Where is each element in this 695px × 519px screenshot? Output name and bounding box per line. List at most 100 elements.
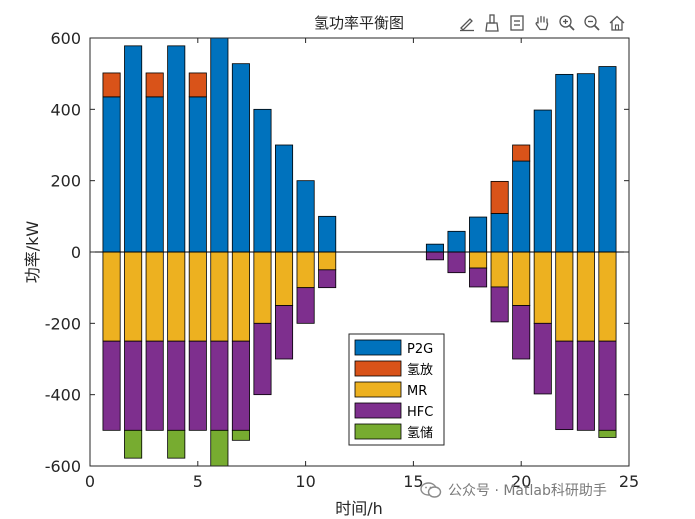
bar-2-8 [253, 251, 272, 324]
y-tick-label: -600 [45, 457, 81, 476]
bar-3-1 [102, 340, 121, 431]
bar-0-9 [275, 144, 294, 253]
legend-swatch [354, 423, 402, 440]
legend-label: HFC [407, 405, 433, 420]
bar-2-19 [490, 251, 509, 288]
legend: P2G 氢放 MR HFC 氢储 [348, 333, 445, 446]
bar-3-20 [512, 305, 531, 360]
legend-label: 氢储 [407, 426, 433, 441]
bar-1-20 [512, 144, 531, 162]
bar-0-3 [145, 96, 164, 253]
bar-3-6 [210, 340, 229, 431]
bar-2-11 [318, 251, 337, 271]
bar-3-19 [490, 286, 509, 323]
watermark: 公众号 · Matlab科研助手 [420, 480, 607, 500]
bar-0-23 [576, 73, 595, 253]
bar-0-1 [102, 96, 121, 253]
bar-0-18 [469, 216, 488, 253]
x-tick-label: 20 [511, 472, 531, 491]
bar-3-21 [533, 322, 552, 395]
y-tick-label: 400 [50, 100, 81, 119]
figure-toolbar [456, 12, 628, 34]
bar-0-21 [533, 109, 552, 253]
bar-2-23 [576, 251, 595, 342]
bars-group [102, 37, 617, 467]
x-tick-label: 10 [295, 472, 315, 491]
pan-hand-icon[interactable] [531, 12, 553, 34]
bar-0-17 [447, 230, 466, 253]
y-axis-title: 功率/kW [23, 221, 42, 284]
legend-label: 氢放 [407, 363, 433, 378]
bar-3-22 [555, 340, 574, 431]
zoom-out-icon[interactable] [581, 12, 603, 34]
bar-3-18 [469, 267, 488, 288]
bar-3-9 [275, 305, 294, 360]
bar-0-7 [231, 63, 250, 253]
x-axis-title: 时间/h [335, 499, 383, 518]
bar-2-3 [145, 251, 164, 342]
y-tick-label: -200 [45, 314, 81, 333]
bar-0-4 [167, 45, 186, 253]
bar-3-17 [447, 251, 466, 274]
data-tips-icon[interactable] [506, 12, 528, 34]
bar-2-5 [188, 251, 207, 342]
bar-2-24 [598, 251, 617, 342]
edit-pen-icon[interactable] [456, 12, 478, 34]
bar-2-9 [275, 251, 294, 306]
bar-2-6 [210, 251, 229, 342]
bar-3-10 [296, 287, 315, 324]
legend-swatch [354, 402, 402, 419]
legend-swatch [354, 339, 402, 356]
legend-swatch [354, 360, 402, 377]
zoom-in-icon[interactable] [556, 12, 578, 34]
bar-0-5 [188, 96, 207, 253]
bar-0-22 [555, 73, 574, 253]
bar-2-21 [533, 251, 552, 324]
bar-3-24 [598, 340, 617, 431]
bar-0-11 [318, 215, 337, 253]
bar-0-24 [598, 66, 617, 253]
wechat-icon [420, 482, 442, 498]
watermark-text: 公众号 · Matlab科研助手 [448, 483, 607, 499]
x-tick-label: 25 [619, 472, 639, 491]
bar-4-24 [598, 429, 617, 438]
bar-2-2 [124, 251, 143, 342]
home-icon[interactable] [606, 12, 628, 34]
bar-0-10 [296, 180, 315, 253]
bar-3-11 [318, 269, 337, 289]
bar-0-16 [425, 243, 444, 253]
bar-1-19 [490, 180, 509, 214]
bar-3-16 [425, 251, 444, 261]
bar-4-2 [124, 429, 143, 459]
bar-2-4 [167, 251, 186, 342]
y-tick-label: 600 [50, 29, 81, 48]
legend-swatch [354, 381, 402, 398]
chart-title: 氢功率平衡图 [314, 14, 404, 32]
bar-1-3 [145, 72, 164, 98]
bar-0-6 [210, 37, 229, 253]
bar-2-20 [512, 251, 531, 306]
bar-0-20 [512, 160, 531, 253]
bar-3-7 [231, 340, 250, 431]
bar-0-8 [253, 108, 272, 253]
bar-3-2 [124, 340, 143, 431]
bar-3-4 [167, 340, 186, 431]
bar-2-7 [231, 251, 250, 342]
bar-0-19 [490, 213, 509, 253]
bar-1-5 [188, 72, 207, 98]
bar-0-2 [124, 45, 143, 253]
bar-2-10 [296, 251, 315, 289]
bar-3-3 [145, 340, 164, 431]
bar-4-7 [231, 429, 250, 441]
brush-icon[interactable] [481, 12, 503, 34]
bar-3-5 [188, 340, 207, 431]
bar-3-23 [576, 340, 595, 431]
y-tick-label: -400 [45, 386, 81, 405]
y-tick-label: 200 [50, 172, 81, 191]
bar-1-1 [102, 72, 121, 98]
y-tick-label: 0 [71, 243, 81, 262]
x-tick-label: 0 [85, 472, 95, 491]
bar-4-4 [167, 429, 186, 459]
legend-label: P2G [407, 342, 433, 357]
